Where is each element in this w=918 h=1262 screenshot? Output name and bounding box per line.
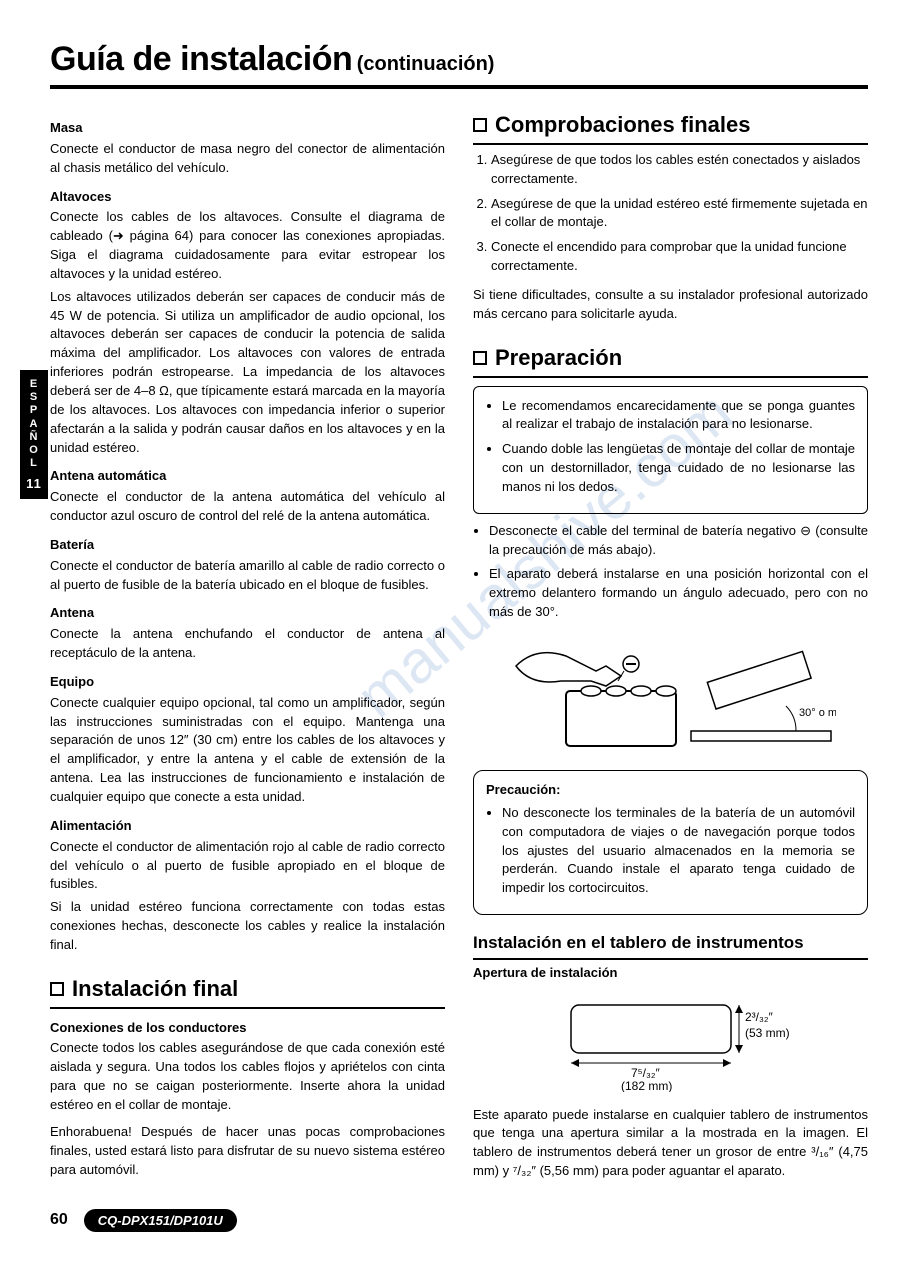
comprobaciones-after: Si tiene dificultades, consulte a su ins…: [473, 286, 868, 324]
instalacion-final-title: Instalación final: [50, 973, 445, 1009]
left-column: Masa Conecte el conductor de masa negro …: [50, 109, 445, 1185]
prep-bullet: Desconecte el cable del terminal de bate…: [489, 522, 868, 560]
tablero-text: Este aparato puede instalarse en cualqui…: [473, 1106, 868, 1181]
precaution-text: No desconecte los terminales de la bater…: [502, 804, 855, 898]
antena-text: Conecte la antena enchufando el conducto…: [50, 625, 445, 663]
section-box-icon: [50, 982, 64, 996]
equipo-text: Conecte cualquier equipo opcional, tal c…: [50, 694, 445, 807]
aperture-hmm: (53 mm): [745, 1026, 790, 1040]
aperture-diagram: 2³/₃₂″ (53 mm) 7⁵/₃₂″ (182 mm): [473, 997, 868, 1092]
content-columns: Masa Conecte el conductor de masa negro …: [50, 109, 868, 1185]
antenaauto-text: Conecte el conductor de la antena automá…: [50, 488, 445, 526]
precaution-title: Precaución:: [486, 781, 855, 800]
prep-bullet: El aparato deberá instalarse en una posi…: [489, 565, 868, 622]
preparacion-box: Le recomendamos encarecidamente que se p…: [473, 386, 868, 514]
comprobaciones-list: Asegúrese de que todos los cables estén …: [491, 151, 868, 276]
bateria-text: Conecte el conductor de batería amarillo…: [50, 557, 445, 595]
bateria-heading: Batería: [50, 536, 445, 555]
prep-box-item: Le recomendamos encarecidamente que se p…: [502, 397, 855, 435]
tablero-sub: Apertura de instalación: [473, 964, 868, 983]
page-footer: 60 CQ-DPX151/DP101U: [50, 1209, 868, 1232]
section-box-icon: [473, 118, 487, 132]
comprobaciones-title: Comprobaciones finales: [473, 109, 868, 145]
comprobaciones-text: Comprobaciones finales: [495, 109, 751, 141]
equipo-heading: Equipo: [50, 673, 445, 692]
masa-text: Conecte el conductor de masa negro del c…: [50, 140, 445, 178]
alimentacion-heading: Alimentación: [50, 817, 445, 836]
title-rule: [50, 85, 868, 89]
page-title: Guía de instalación (continuación): [50, 40, 868, 79]
alimentacion-p2: Si la unidad estéreo funciona correctame…: [50, 898, 445, 955]
conexiones-heading: Conexiones de los conductores: [50, 1019, 445, 1038]
antenaauto-heading: Antena automática: [50, 467, 445, 486]
prep-box-item: Cuando doble las lengüetas de montaje de…: [502, 440, 855, 497]
preparacion-title: Preparación: [473, 342, 868, 378]
masa-heading: Masa: [50, 119, 445, 138]
altavoces-heading: Altavoces: [50, 188, 445, 207]
comprobaciones-item: Asegúrese de que la unidad estéreo esté …: [491, 195, 868, 233]
aperture-w: 7⁵/₃₂″: [631, 1066, 661, 1080]
comprobaciones-item: Conecte el encendido para comprobar que …: [491, 238, 868, 276]
antena-heading: Antena: [50, 604, 445, 623]
conexiones-p1: Conecte todos los cables asegurándose de…: [50, 1039, 445, 1114]
altavoces-p2: Los altavoces utilizados deberán ser cap…: [50, 288, 445, 458]
side-tab-number: 11: [20, 476, 48, 491]
preparacion-text: Preparación: [495, 342, 622, 374]
altavoces-p1: Conecte los cables de los altavoces. Con…: [50, 208, 445, 283]
side-tab-lang: ESPAÑOL: [20, 378, 48, 470]
battery-angle-diagram: 30° o menos: [473, 636, 868, 756]
right-column: Comprobaciones finales Asegúrese de que …: [473, 109, 868, 1185]
page-number: 60: [50, 1211, 68, 1229]
alimentacion-p1: Conecte el conductor de alimentación roj…: [50, 838, 445, 895]
aperture-wmm: (182 mm): [621, 1079, 672, 1092]
comprobaciones-item: Asegúrese de que todos los cables estén …: [491, 151, 868, 189]
instalacion-final-text: Instalación final: [72, 973, 238, 1005]
aperture-h: 2³/₃₂″: [745, 1010, 774, 1024]
conexiones-p2: Enhorabuena! Después de hacer unas pocas…: [50, 1123, 445, 1180]
section-box-icon: [473, 351, 487, 365]
model-badge: CQ-DPX151/DP101U: [84, 1209, 237, 1232]
preparacion-bullets: Desconecte el cable del terminal de bate…: [489, 522, 868, 622]
title-main: Guía de instalación: [50, 40, 352, 78]
language-side-tab: ESPAÑOL 11: [20, 370, 48, 499]
title-sub: (continuación): [357, 53, 495, 75]
tablero-title: Instalación en el tablero de instrumento…: [473, 931, 868, 960]
precaution-box: Precaución: No desconecte los terminales…: [473, 770, 868, 915]
angle-label: 30° o menos: [799, 707, 836, 719]
